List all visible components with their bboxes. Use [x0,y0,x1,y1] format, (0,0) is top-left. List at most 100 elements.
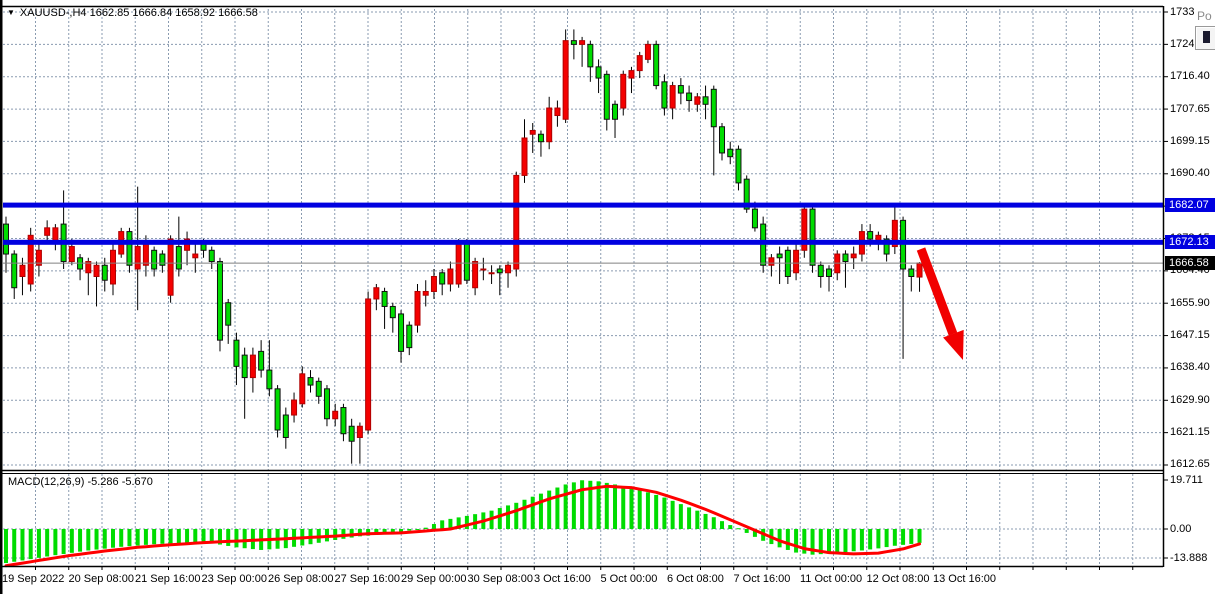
candle-body[interactable] [175,246,182,270]
candle-body[interactable] [27,234,34,285]
candle-body[interactable] [735,148,742,184]
candle-body[interactable] [134,246,141,270]
candle-body[interactable] [365,298,372,431]
candle-body[interactable] [505,264,512,274]
support-resistance-line[interactable] [3,202,1163,208]
candle-body[interactable] [348,425,355,442]
candle-body[interactable] [488,272,495,275]
candle-body[interactable] [562,40,569,120]
candle-body[interactable] [850,253,857,259]
candle-body[interactable] [340,407,347,435]
candle-body[interactable] [842,253,849,263]
candle-body[interactable] [793,249,800,274]
candle-body[interactable] [274,388,281,431]
candle-body[interactable] [291,399,298,416]
chevron-down-icon[interactable]: ▼ [7,8,15,17]
candle-body[interactable] [373,287,380,300]
candle-body[interactable] [406,324,413,349]
support-resistance-line[interactable] [3,239,1163,245]
candle-body[interactable] [439,272,446,285]
candle-body[interactable] [258,350,265,371]
candle-body[interactable] [661,81,668,109]
candle-body[interactable] [529,129,536,135]
popup-button[interactable] [1195,26,1215,50]
candle-body[interactable] [496,268,503,274]
candle-body[interactable] [612,103,619,120]
candle-body[interactable] [768,257,775,266]
candle-body[interactable] [126,231,133,266]
candle-body[interactable] [644,43,651,60]
candle-body[interactable] [109,249,116,285]
candle-body[interactable] [587,43,594,68]
candle-body[interactable] [537,133,544,143]
candle-body[interactable] [151,249,158,270]
candle-body[interactable] [332,410,339,420]
candle-body[interactable] [68,246,75,263]
candle-body[interactable] [554,107,561,117]
candle-body[interactable] [669,85,676,109]
candle-body[interactable] [249,354,256,379]
candle-body[interactable] [430,275,437,292]
candle-body[interactable] [809,208,816,266]
candle-body[interactable] [546,107,553,143]
candle-body[interactable] [192,253,199,259]
candle-body[interactable] [908,268,915,277]
candle-body[interactable] [307,377,314,386]
candle-body[interactable] [447,268,454,285]
down-arrow-annotation-shaft[interactable] [916,247,958,336]
candle-body[interactable] [282,414,289,438]
candle-body[interactable] [266,369,273,390]
candle-body[interactable] [867,231,874,240]
candle-body[interactable] [11,253,18,289]
candle-body[interactable] [422,290,429,296]
candle-body[interactable] [751,208,758,229]
candle-body[interactable] [85,261,92,274]
candle-body[interactable] [826,268,832,277]
candle-body[interactable] [19,264,26,277]
candle-body[interactable] [142,242,149,266]
candle-body[interactable] [44,227,51,236]
candle-body[interactable] [233,339,240,367]
candle-body[interactable] [710,88,717,128]
candle-body[interactable] [216,261,223,341]
candle-body[interactable] [719,126,726,154]
candle-body[interactable] [636,55,643,72]
candle-body[interactable] [916,262,923,278]
candle-body[interactable] [801,208,808,251]
candle-body[interactable] [225,302,232,326]
candle-body[interactable] [315,380,322,397]
candle-body[interactable] [686,92,693,102]
candle-body[interactable] [513,174,520,270]
candle-body[interactable] [472,261,479,289]
candle-body[interactable] [381,290,388,307]
candle-body[interactable] [628,70,635,79]
candle-body[interactable] [356,425,363,438]
candle-body[interactable] [414,290,421,326]
candle-body[interactable] [727,148,734,158]
candle-body[interactable] [776,253,783,259]
candle-body[interactable] [521,137,528,176]
candle-body[interactable] [620,73,627,109]
candle-body[interactable] [323,388,330,420]
candle-body[interactable] [299,373,306,405]
candle-body[interactable] [694,96,701,105]
candle-body[interactable] [891,219,898,248]
candle-body[interactable] [570,40,577,45]
candle-body[interactable] [167,238,174,296]
candle-body[interactable] [702,96,709,105]
candle-body[interactable] [677,85,684,94]
candle-body[interactable] [208,249,215,263]
candle-body[interactable] [817,264,824,277]
candle-body[interactable] [398,313,405,352]
candle-body[interactable] [579,40,586,45]
candle-body[interactable] [3,223,9,255]
candle-body[interactable] [463,242,470,281]
candle-body[interactable] [603,73,610,120]
candle-body[interactable] [480,268,487,271]
candle-body[interactable] [743,178,750,210]
candle-body[interactable] [101,264,108,281]
candle-body[interactable] [93,264,100,277]
candle-body[interactable] [389,305,396,319]
candle-body[interactable] [883,238,890,255]
